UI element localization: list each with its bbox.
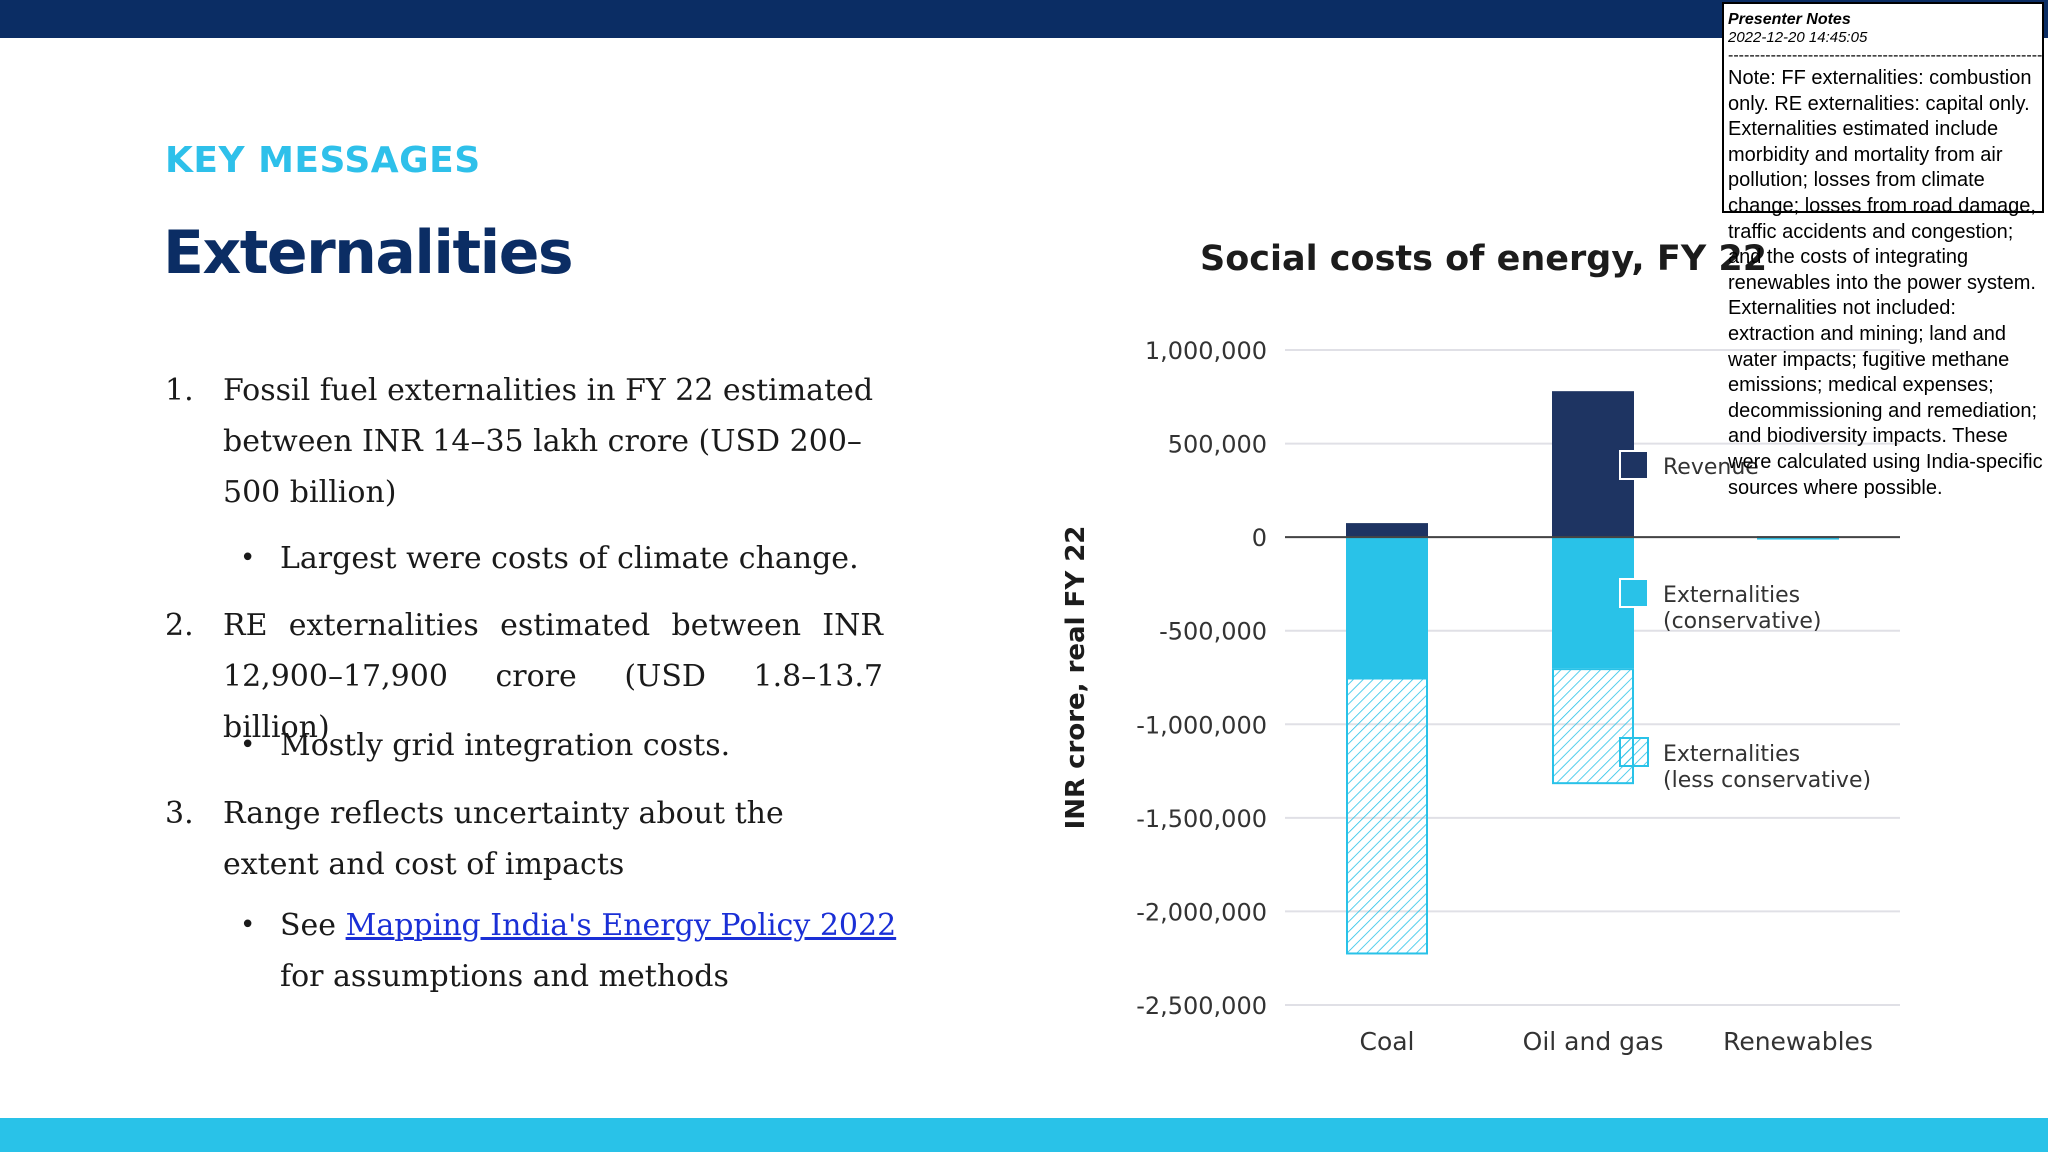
y-tick-label: -1,000,000	[1136, 711, 1267, 739]
y-tick-label: -2,000,000	[1136, 898, 1267, 926]
top-accent-bar	[0, 0, 2048, 38]
legend-revenue-swatch	[1619, 450, 1649, 480]
x-tick-label: Oil and gas	[1523, 1027, 1664, 1056]
bar-revenue	[1346, 523, 1428, 538]
sub-item-suffix: for assumptions and methods	[280, 959, 729, 994]
policy-report-link[interactable]: Mapping India's Energy Policy 2022	[345, 908, 897, 943]
bullet-icon: •	[240, 910, 256, 940]
sub-item-text: See Mapping India's Energy Policy 2022 f…	[280, 900, 900, 1002]
sub-item-text: Largest were costs of climate change.	[280, 541, 859, 576]
presenter-notes: Presenter Notes 2022-12-20 14:45:05 ----…	[1722, 2, 2044, 501]
item-number: 2.	[165, 608, 194, 643]
legend-label: Externalities	[1663, 583, 1800, 608]
legend-label: Revenue	[1663, 455, 1759, 480]
legend-externalities-conservative-swatch	[1619, 578, 1649, 608]
sub-item-prefix: See	[280, 908, 337, 943]
slide-title: Externalities	[163, 218, 574, 288]
bottom-accent-bar	[0, 1118, 2048, 1152]
presenter-notes-header: Presenter Notes 2022-12-20 14:45:05 ----…	[1722, 2, 2044, 66]
y-tick-label: 1,000,000	[1145, 337, 1267, 365]
legend-label: (conservative)	[1663, 609, 1822, 634]
y-tick-label: -500,000	[1159, 618, 1267, 646]
social-costs-chart: Social costs of energy, FY 22 INR crore, …	[1061, 239, 1900, 1056]
item-text: Range reflects uncertainty about the ext…	[223, 796, 784, 882]
x-tick-label: Coal	[1359, 1027, 1414, 1056]
bullet-icon: •	[240, 730, 256, 760]
y-tick-label: 0	[1252, 524, 1267, 552]
bar-externalities-less-conservative	[1346, 677, 1428, 955]
presenter-notes-divider: ----------------------------------------…	[1728, 47, 2044, 64]
bar-externalities-conservative	[1757, 537, 1839, 540]
y-tick-label: -1,500,000	[1136, 805, 1267, 833]
section-kicker: KEY MESSAGES	[165, 140, 481, 181]
chart-title: Social costs of energy, FY 22	[1200, 239, 1767, 279]
bar-externalities-conservative	[1346, 537, 1428, 678]
legend-label: Externalities	[1663, 742, 1800, 767]
presenter-notes-body: Note: FF externalities: combustion only.…	[1728, 67, 2043, 499]
y-tick-label: 500,000	[1168, 431, 1267, 459]
item-number: 1.	[165, 373, 194, 408]
x-tick-label: Renewables	[1723, 1027, 1873, 1056]
presenter-notes-timestamp: 2022-12-20 14:45:05	[1728, 29, 1868, 46]
y-axis-label: INR crore, real FY 22	[1061, 526, 1091, 830]
legend-externalities-less-conservative-swatch	[1619, 737, 1649, 767]
y-tick-label: -2,500,000	[1136, 992, 1267, 1020]
item-number: 3.	[165, 796, 194, 831]
bullet-icon: •	[240, 543, 256, 573]
legend-label: (less conservative)	[1663, 768, 1871, 793]
sub-item-text: Mostly grid integration costs.	[280, 728, 731, 763]
item-text: Fossil fuel externalities in FY 22 estim…	[223, 373, 874, 510]
item-text: RE externalities estimated between INR 1…	[223, 608, 883, 745]
presenter-notes-title: Presenter Notes	[1728, 11, 1851, 28]
